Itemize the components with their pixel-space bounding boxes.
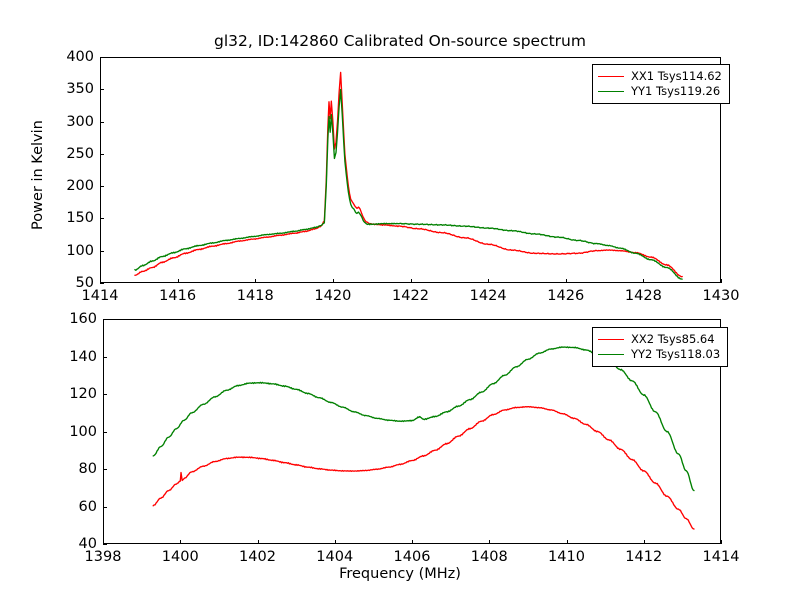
y-tick bbox=[100, 218, 104, 220]
x-tick-label: 1414 bbox=[702, 549, 740, 565]
x-tick-label: 1404 bbox=[316, 549, 354, 565]
y-tick-label: 250 bbox=[66, 145, 94, 162]
x-tick bbox=[489, 540, 491, 544]
legend-item: YY2 Tsys118.03 bbox=[598, 347, 720, 362]
legend-line-swatch-icon bbox=[598, 91, 624, 92]
legend-item: XX1 Tsys114.62 bbox=[598, 69, 722, 84]
y-tick bbox=[100, 121, 104, 123]
y-tick-label: 120 bbox=[69, 386, 97, 402]
y-tick-label: 50 bbox=[75, 275, 94, 291]
x-tick bbox=[643, 540, 645, 544]
x-tick bbox=[177, 279, 179, 283]
y-tick bbox=[103, 469, 107, 470]
y-tick bbox=[103, 431, 107, 433]
bottom-panel-legend: XX2 Tsys85.64 YY2 Tsys118.03 bbox=[592, 327, 729, 367]
y-tick-label: 400 bbox=[66, 49, 94, 65]
x-tick bbox=[721, 540, 722, 544]
y-tick-label: 80 bbox=[78, 461, 97, 477]
y-tick-label: 60 bbox=[78, 498, 97, 515]
y-tick-label: 160 bbox=[69, 311, 97, 327]
legend-item: YY1 Tsys119.26 bbox=[598, 84, 722, 99]
x-tick-label: 1430 bbox=[702, 288, 740, 304]
legend-label: YY2 Tsys118.03 bbox=[631, 347, 721, 361]
x-tick bbox=[103, 540, 104, 544]
legend-item: XX2 Tsys85.64 bbox=[598, 332, 720, 347]
y-tick bbox=[103, 394, 107, 395]
x-tick-label: 1426 bbox=[547, 288, 585, 304]
top-panel-legend: XX1 Tsys114.62 YY1 Tsys119.26 bbox=[592, 64, 730, 104]
y-tick bbox=[100, 57, 104, 58]
x-tick-label: 1400 bbox=[161, 549, 199, 565]
legend-label: YY1 Tsys119.26 bbox=[631, 84, 721, 98]
x-tick-label: 1412 bbox=[625, 549, 663, 565]
x-tick bbox=[257, 540, 259, 544]
x-tick bbox=[721, 279, 722, 283]
x-tick bbox=[412, 540, 413, 544]
y-tick-label: 100 bbox=[69, 423, 97, 440]
y-tick-label: 150 bbox=[66, 210, 94, 227]
x-tick bbox=[566, 540, 568, 544]
y-tick-label: 200 bbox=[66, 178, 94, 195]
y-tick bbox=[100, 89, 104, 91]
y-tick bbox=[100, 153, 104, 155]
y-tick-label: 140 bbox=[69, 348, 97, 365]
x-tick-label: 1410 bbox=[548, 549, 585, 565]
x-tick-label: 1416 bbox=[159, 288, 197, 304]
x-tick-label: 1402 bbox=[239, 549, 276, 565]
legend-line-swatch-icon bbox=[598, 339, 624, 340]
x-tick bbox=[255, 279, 257, 283]
x-tick-label: 1418 bbox=[236, 288, 274, 304]
x-axis-title: Frequency (MHz) bbox=[339, 566, 461, 582]
figure-title: gl32, ID:142860 Calibrated On-source spe… bbox=[214, 32, 586, 50]
series-line bbox=[152, 346, 695, 492]
legend-label: XX2 Tsys85.64 bbox=[631, 332, 715, 346]
y-tick-label: 350 bbox=[66, 81, 94, 98]
x-tick bbox=[334, 540, 336, 544]
y-tick-label: 40 bbox=[78, 536, 97, 552]
y-tick bbox=[100, 250, 104, 252]
y-tick bbox=[103, 506, 107, 508]
x-tick bbox=[643, 279, 645, 283]
x-tick-label: 1424 bbox=[469, 288, 507, 304]
x-tick bbox=[100, 279, 101, 283]
x-tick-label: 1428 bbox=[624, 288, 662, 304]
series-line bbox=[134, 88, 683, 280]
series-line bbox=[152, 405, 695, 530]
x-tick-label: 1422 bbox=[392, 288, 429, 304]
x-tick-label: 1420 bbox=[314, 288, 352, 304]
x-tick bbox=[488, 279, 490, 283]
y-tick bbox=[103, 356, 107, 358]
x-tick-label: 1398 bbox=[84, 549, 122, 565]
x-tick-label: 1414 bbox=[81, 288, 119, 304]
x-tick bbox=[180, 540, 182, 544]
x-tick bbox=[410, 279, 412, 283]
y-tick bbox=[103, 319, 107, 320]
y-tick-label: 100 bbox=[66, 242, 94, 259]
x-tick bbox=[565, 279, 567, 283]
legend-line-swatch-icon bbox=[598, 354, 624, 355]
x-tick bbox=[332, 279, 334, 283]
x-tick-label: 1406 bbox=[393, 549, 431, 565]
y-tick bbox=[100, 186, 104, 188]
top-panel-plot-area bbox=[134, 71, 683, 280]
legend-label: XX1 Tsys114.62 bbox=[631, 69, 722, 83]
y-tick bbox=[103, 544, 107, 545]
y-tick-label: 300 bbox=[66, 113, 94, 130]
y-axis-title: Power in Kelvin bbox=[30, 120, 46, 230]
legend-line-swatch-icon bbox=[598, 76, 624, 77]
y-tick bbox=[100, 283, 104, 284]
x-tick-label: 1408 bbox=[470, 549, 508, 565]
series-line bbox=[134, 71, 683, 278]
